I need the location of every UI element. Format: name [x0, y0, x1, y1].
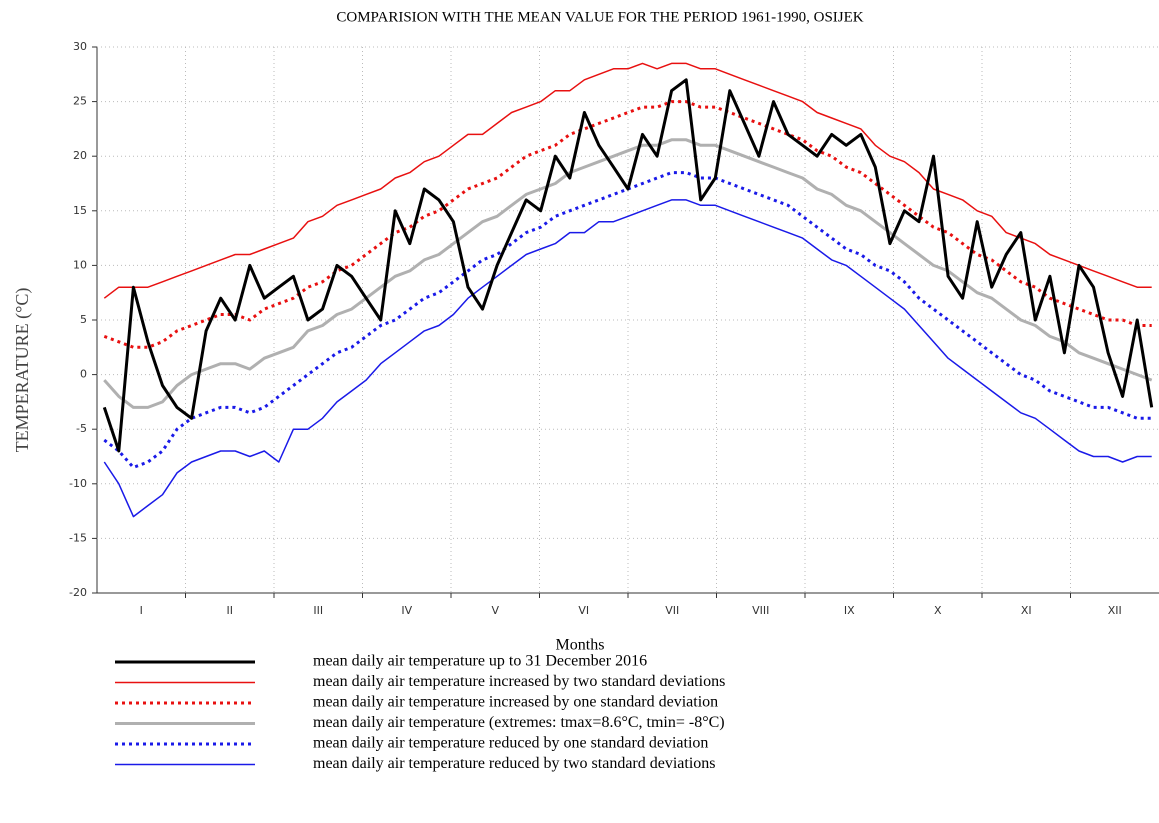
x-tick-label: I [140, 604, 143, 617]
y-tick-label: -15 [69, 531, 87, 544]
y-tick-label: 0 [80, 368, 87, 381]
legend-label: mean daily air temperature (extremes: tm… [313, 714, 725, 731]
x-tick-label: XII [1108, 604, 1122, 617]
y-tick-label: -5 [76, 422, 87, 435]
y-tick-label: 25 [73, 95, 87, 108]
series-line [103, 100, 1152, 349]
x-tick-label: VI [578, 604, 589, 617]
x-tick-label: XI [1021, 604, 1032, 617]
legend-label: mean daily air temperature reduced by on… [313, 735, 708, 752]
y-tick-label: 20 [73, 149, 87, 162]
legend-label: mean daily air temperature up to 31 Dece… [313, 653, 647, 670]
x-tick-label: X [934, 604, 942, 617]
x-tick-label: V [491, 604, 499, 617]
y-tick-label: 30 [73, 40, 87, 53]
x-tick-label: IV [401, 604, 412, 617]
x-tick-label: VII [665, 604, 679, 617]
x-axis-label: Months [556, 637, 605, 654]
series-line [103, 62, 1152, 299]
x-tick-label: III [313, 604, 323, 617]
legend-label: mean daily air temperature increased by … [313, 673, 725, 690]
chart-title: COMPARISION WITH THE MEAN VALUE FOR THE … [336, 9, 863, 25]
legend-label: mean daily air temperature reduced by tw… [313, 755, 716, 772]
series-line [103, 199, 1152, 518]
series-line [103, 138, 1153, 409]
x-tick-label: VIII [752, 604, 769, 617]
series-line [102, 78, 1154, 453]
y-axis-label: TEMPERATURE (°C) [12, 288, 33, 453]
y-tick-label: 15 [73, 204, 87, 217]
x-tick-label: II [227, 604, 234, 617]
y-tick-label: -10 [69, 477, 87, 490]
legend-label: mean daily air temperature increased by … [313, 694, 718, 711]
x-tick-label: IX [844, 604, 855, 617]
y-tick-label: 10 [73, 258, 87, 271]
y-tick-label: -20 [69, 586, 87, 599]
y-tick-label: 5 [80, 313, 87, 326]
